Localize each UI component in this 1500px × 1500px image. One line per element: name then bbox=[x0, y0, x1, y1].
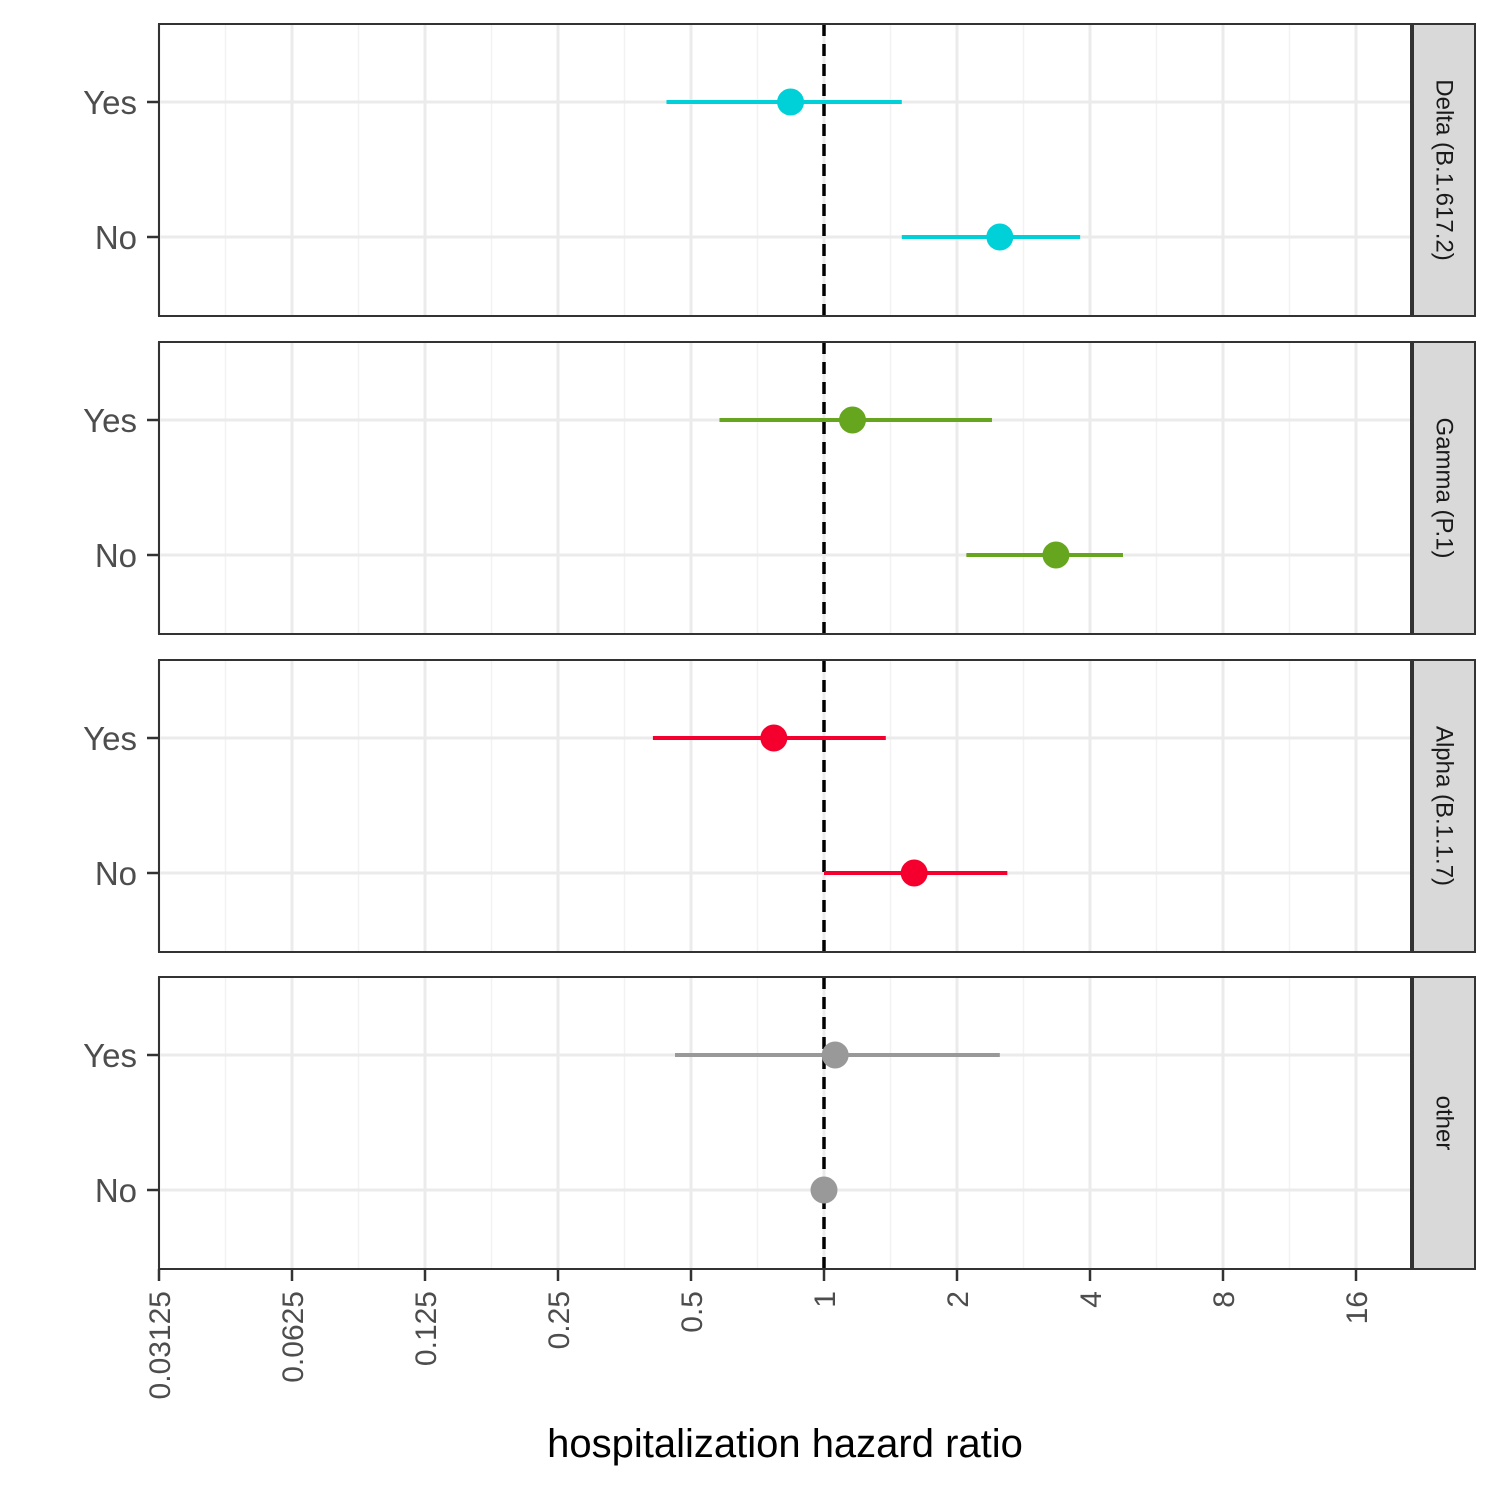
panel-background bbox=[159, 977, 1411, 1269]
x-tick-label: 0.125 bbox=[410, 1291, 443, 1366]
facet-strip bbox=[1412, 659, 1476, 953]
panel-3: Yes No other bbox=[83, 976, 1476, 1270]
facet-strip bbox=[1412, 341, 1476, 635]
y-tick-label: No bbox=[95, 1172, 137, 1209]
facet-strip-label: Gamma (P.1) bbox=[1431, 418, 1458, 559]
x-tick-label: 0.5 bbox=[676, 1291, 709, 1333]
y-tick-label: No bbox=[95, 855, 137, 892]
x-axis: 0.03125 0.0625 0.125 0.25 0.5 1 2 4 8 16 bbox=[144, 1269, 1374, 1399]
point-estimate bbox=[986, 223, 1014, 251]
facet-strip bbox=[1412, 23, 1476, 317]
x-tick-label: 1 bbox=[809, 1291, 842, 1308]
panel-border bbox=[158, 341, 1412, 635]
x-tick-label: 4 bbox=[1075, 1291, 1108, 1308]
x-tick-label: 0.03125 bbox=[144, 1291, 177, 1399]
point-estimate bbox=[1042, 541, 1070, 569]
point-estimate bbox=[810, 1176, 838, 1204]
x-tick-label: 0.25 bbox=[543, 1291, 576, 1349]
x-tick-label: 0.0625 bbox=[277, 1291, 310, 1383]
facet-strip-label: other bbox=[1431, 1096, 1458, 1151]
panel-2: Yes No Alpha (B.1.1.7) bbox=[83, 659, 1476, 953]
point-estimate bbox=[838, 406, 866, 434]
point-estimate bbox=[760, 724, 788, 752]
panel-border bbox=[158, 976, 1412, 1270]
y-tick-label: Yes bbox=[83, 1037, 137, 1074]
panel-1: Yes No Gamma (P.1) bbox=[83, 341, 1476, 635]
facet-strip-label: Delta (B.1.617.2) bbox=[1431, 79, 1458, 260]
panel-background bbox=[159, 342, 1411, 634]
point-estimate bbox=[821, 1041, 849, 1069]
y-tick-label: Yes bbox=[83, 84, 137, 121]
panel-0: Yes No Delta (B.1.617.2) bbox=[83, 23, 1476, 317]
panel-border bbox=[158, 23, 1412, 317]
x-tick-label: 8 bbox=[1208, 1291, 1241, 1308]
facet-strip-label: Alpha (B.1.1.7) bbox=[1431, 726, 1458, 886]
x-axis-label: hospitalization hazard ratio bbox=[547, 1422, 1023, 1466]
y-tick-label: No bbox=[95, 219, 137, 256]
y-tick-label: Yes bbox=[83, 720, 137, 757]
panel-background bbox=[159, 24, 1411, 316]
y-tick-label: Yes bbox=[83, 402, 137, 439]
y-tick-label: No bbox=[95, 537, 137, 574]
x-tick-label: 16 bbox=[1341, 1291, 1374, 1324]
point-estimate bbox=[900, 859, 928, 887]
point-estimate bbox=[777, 88, 805, 116]
x-tick-label: 2 bbox=[942, 1291, 975, 1308]
facet-strip bbox=[1412, 976, 1476, 1270]
panel-border bbox=[158, 659, 1412, 953]
panel-background bbox=[159, 660, 1411, 952]
